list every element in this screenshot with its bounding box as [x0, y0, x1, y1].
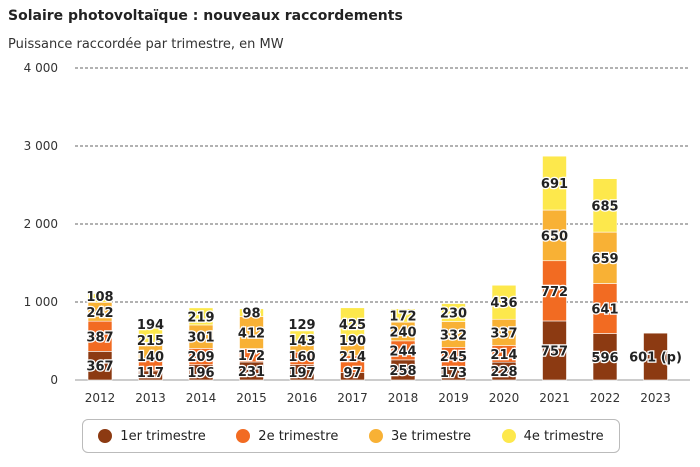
data-label: 685	[591, 199, 618, 214]
data-label: 659	[591, 252, 618, 267]
y-tick-label: 3 000	[24, 139, 58, 153]
data-label: 219	[187, 310, 214, 325]
bar-segment	[289, 330, 315, 342]
y-tick-label: 0	[50, 373, 58, 387]
data-label: 197	[288, 366, 315, 381]
data-label: 230	[440, 307, 467, 322]
x-tick-label: 2013	[135, 391, 166, 405]
data-label: 214	[490, 348, 517, 363]
data-label: 245	[440, 350, 467, 365]
bar-segment	[643, 332, 668, 381]
data-label: 214	[339, 350, 366, 365]
data-label: 258	[389, 364, 416, 379]
data-label: 332	[440, 328, 467, 343]
x-tick-label: 2014	[186, 391, 217, 405]
data-label: 97	[343, 366, 361, 381]
x-tick-label: 2016	[287, 391, 318, 405]
legend-item[interactable]: 4e trimestre	[501, 428, 604, 444]
x-tick-label: 2017	[337, 391, 368, 405]
bar-segment	[542, 260, 567, 322]
bar-segment	[542, 155, 567, 211]
data-label: 231	[238, 365, 265, 380]
x-tick-label: 2021	[539, 391, 570, 405]
data-label: 196	[187, 366, 214, 381]
bar-segment	[87, 293, 113, 303]
data-label: 242	[86, 306, 113, 321]
y-tick-label: 1 000	[24, 295, 58, 309]
legend-label: 2e trimestre	[258, 428, 339, 444]
bar-segment	[239, 316, 264, 349]
x-tick-label: 2019	[438, 391, 469, 405]
data-label: 160	[288, 350, 315, 365]
bar-segment	[491, 318, 517, 346]
data-label: 209	[187, 350, 214, 365]
legend-swatch	[236, 429, 251, 443]
data-label: 228	[490, 365, 517, 380]
data-label: 140	[137, 350, 164, 365]
data-label: 240	[389, 325, 416, 340]
x-tick-label: 2020	[489, 391, 520, 405]
bar-segment	[390, 308, 416, 323]
data-label: 173	[440, 366, 467, 381]
data-label: 244	[389, 344, 416, 359]
data-label: 337	[490, 326, 517, 341]
data-label: 650	[541, 229, 568, 244]
data-label: 108	[86, 290, 113, 305]
data-label: 98	[242, 307, 260, 322]
data-label: 596	[591, 351, 618, 366]
legend: 1er trimestre 2e trimestre 3e trimestre 4e …	[82, 419, 620, 453]
data-label: 601 (p)	[629, 351, 682, 366]
legend-item[interactable]: 3e trimestre	[368, 428, 471, 444]
data-label: 436	[490, 296, 517, 311]
legend-label: 1er trimestre	[120, 428, 206, 444]
data-label: 117	[137, 366, 164, 381]
legend-item[interactable]: 2e trimestre	[236, 429, 338, 444]
x-tick-label: 2023	[640, 391, 671, 405]
bar-segment	[87, 351, 113, 381]
bar-segment	[239, 308, 264, 317]
data-label: 301	[187, 331, 214, 346]
x-tick-label: 2022	[590, 391, 621, 405]
data-label: 641	[591, 303, 618, 318]
legend-label: 4e trimestre	[523, 428, 604, 444]
data-label: 194	[137, 318, 164, 333]
legend-item[interactable]: 1er trimestre	[98, 428, 206, 444]
legend-label: 3e trimestre	[390, 428, 471, 444]
bar-segment	[542, 209, 567, 262]
data-label: 172	[238, 349, 265, 364]
x-tick-label: 2015	[236, 391, 267, 405]
bar-segment	[188, 307, 214, 326]
chart-title: Solaire photovoltaïque : nouveaux raccor…	[8, 8, 403, 24]
data-label: 143	[288, 334, 315, 349]
y-tick-label: 4 000	[24, 61, 58, 75]
bar-segment	[491, 284, 517, 320]
legend-swatch	[98, 429, 113, 443]
data-label: 367	[86, 360, 113, 375]
data-label: 387	[86, 330, 113, 345]
data-label: 757	[541, 344, 568, 359]
data-label: 772	[541, 285, 568, 300]
legend-swatch	[501, 429, 516, 443]
x-tick-label: 2012	[85, 391, 116, 405]
data-label: 425	[339, 318, 366, 333]
data-label: 129	[288, 318, 315, 333]
bar-segment	[542, 320, 567, 381]
bar-segment	[441, 303, 466, 322]
data-label: 215	[137, 334, 164, 349]
chart-subtitle: Puissance raccordée par trimestre, en MW	[8, 37, 284, 52]
data-label: 172	[389, 309, 416, 324]
bar-segment	[592, 333, 618, 381]
bar-segment	[592, 178, 618, 233]
y-tick-label: 2 000	[24, 217, 58, 231]
bar-segment	[138, 327, 163, 344]
data-label: 190	[339, 334, 366, 349]
bar-segment	[340, 307, 365, 342]
x-tick-label: 2018	[388, 391, 419, 405]
data-label: 412	[238, 326, 265, 341]
data-label: 691	[541, 177, 568, 192]
legend-swatch	[368, 429, 383, 443]
